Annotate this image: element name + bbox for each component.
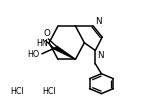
Text: N: N xyxy=(97,51,104,60)
Polygon shape xyxy=(54,46,75,59)
Text: HN: HN xyxy=(36,39,48,48)
Text: HO: HO xyxy=(27,50,40,59)
Text: HCl: HCl xyxy=(11,87,24,96)
Text: O: O xyxy=(44,29,51,38)
Text: HCl: HCl xyxy=(43,87,56,96)
Text: N: N xyxy=(95,17,102,26)
